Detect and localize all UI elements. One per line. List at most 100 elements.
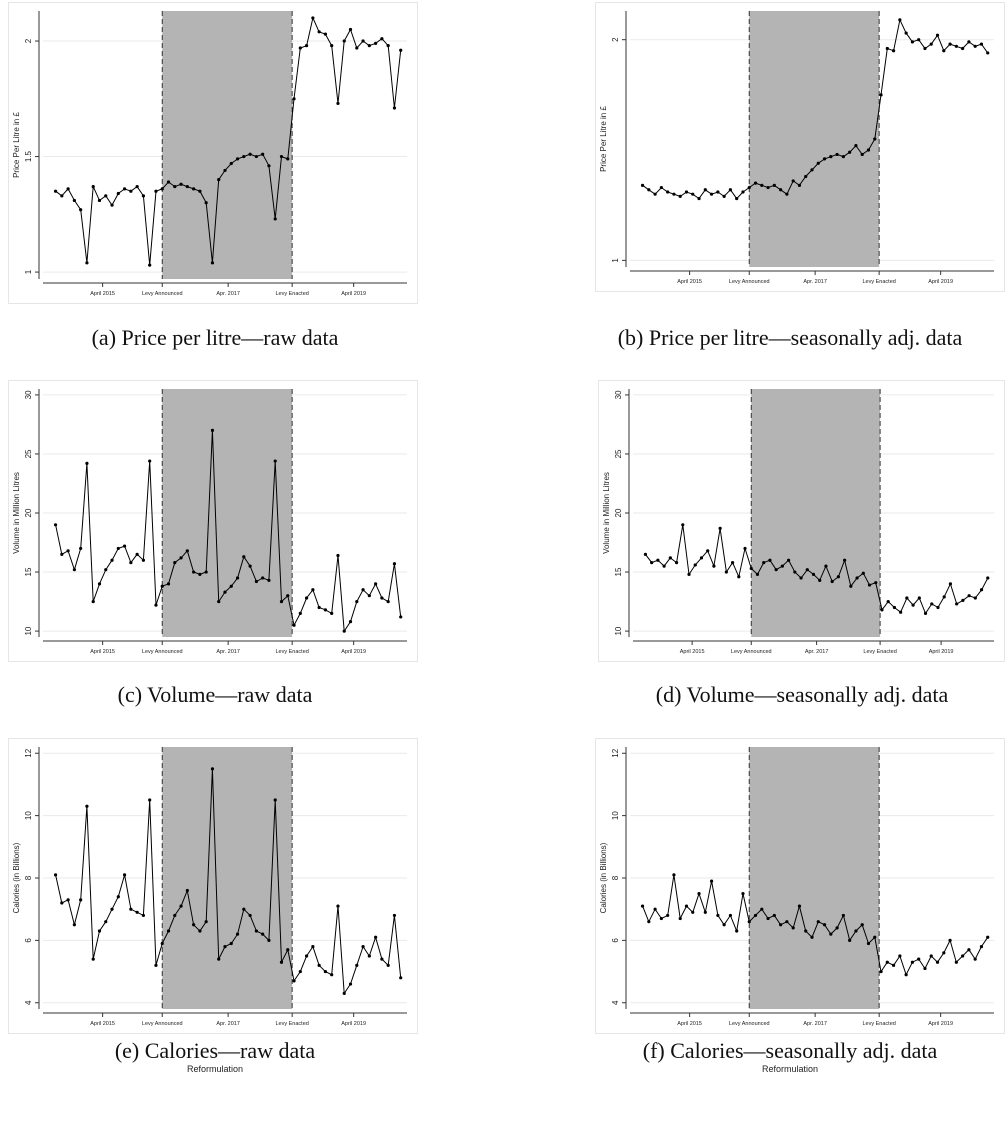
data-point [766, 916, 770, 921]
data-point [154, 189, 158, 193]
data-point [843, 558, 847, 562]
data-point [668, 556, 672, 560]
data-point [791, 179, 795, 183]
series-line [55, 430, 402, 633]
data-point [254, 154, 258, 159]
data-point [311, 945, 315, 949]
y-tick-label: 25 [24, 449, 33, 458]
data-point [703, 188, 707, 192]
data-point [392, 562, 397, 566]
data-point [979, 42, 984, 46]
data-point [904, 31, 908, 35]
data-point [886, 599, 890, 604]
data-point [810, 168, 814, 172]
data-point [967, 948, 971, 952]
x-tick-label: Levy Enacted [863, 649, 896, 655]
data-point [791, 926, 795, 930]
data-point [753, 181, 758, 185]
data-point [330, 973, 334, 977]
y-axis-label: Volume in Million Litres [12, 472, 21, 554]
data-point [185, 184, 189, 189]
data-point [722, 923, 726, 927]
data-point [374, 582, 378, 586]
data-point [986, 51, 990, 55]
data-point [923, 611, 928, 615]
y-tick-label: 15 [24, 567, 33, 576]
data-point [793, 570, 797, 574]
data-point [97, 582, 102, 586]
data-point [217, 178, 221, 182]
data-point [979, 588, 984, 592]
data-point [678, 916, 682, 921]
data-point [286, 594, 290, 598]
x-tick-label: Levy Announced [729, 1021, 770, 1027]
chart-panel: 4 6 8 10 12 April 2015 Levy Announced Apr. 2017… [595, 738, 1005, 1034]
data-point [60, 552, 64, 556]
data-point [822, 157, 827, 161]
data-point [242, 154, 246, 159]
data-point [72, 923, 76, 927]
data-point [954, 960, 958, 964]
data-point [267, 938, 271, 942]
data-point [348, 982, 353, 986]
y-tick-label: 10 [614, 626, 623, 635]
data-point [697, 891, 701, 896]
data-point [367, 954, 371, 958]
data-point [762, 561, 766, 565]
data-point [741, 190, 745, 194]
data-point [179, 556, 183, 560]
data-point [929, 42, 933, 46]
data-point [399, 976, 403, 980]
chart: 4 6 8 10 12 April 2015 Levy Announced Apr. 2017… [595, 738, 1005, 1034]
chart-panel: 4 6 8 10 12 April 2015 Levy Announced Apr. 2017… [8, 738, 418, 1034]
data-point [361, 588, 365, 592]
data-point [273, 217, 277, 221]
data-point [122, 187, 127, 191]
caption: (e) Calories—raw data [114, 1038, 316, 1063]
data-point [355, 46, 359, 50]
data-point [917, 596, 921, 600]
data-point [835, 926, 839, 930]
data-point [662, 564, 666, 568]
data-point [210, 767, 215, 771]
data-point [223, 590, 227, 594]
data-point [273, 459, 277, 463]
data-point [267, 578, 271, 582]
chart: 4 6 8 10 12 April 2015 Levy Announced Apr. 2017… [8, 738, 418, 1034]
y-tick-label: 4 [611, 1000, 620, 1005]
y-axis-label: Price Per Litre in £ [12, 112, 21, 178]
data-point [760, 183, 764, 187]
x-tick-label: Levy Enacted [862, 1021, 895, 1027]
data-point [204, 570, 208, 574]
data-point [342, 991, 346, 996]
data-point [693, 563, 697, 567]
data-point [824, 564, 828, 568]
y-tick-label: 1 [611, 258, 620, 263]
data-point [198, 189, 202, 193]
data-point [910, 960, 915, 964]
data-point [917, 957, 921, 961]
data-point [141, 194, 146, 198]
data-point [706, 549, 710, 553]
data-point [66, 898, 70, 902]
shaded-period [749, 11, 880, 267]
y-axis-label: Calories (in Billions) [12, 842, 21, 913]
data-point [361, 39, 365, 43]
data-point [861, 571, 865, 575]
y-tick-label: 2 [611, 37, 620, 42]
data-point [967, 40, 971, 44]
shaded-period [751, 389, 881, 637]
data-point [386, 599, 390, 604]
data-point [267, 164, 271, 168]
data-point [830, 579, 834, 584]
data-point [173, 184, 177, 189]
data-point [697, 196, 701, 201]
data-point [718, 526, 722, 530]
y-tick-label: 6 [24, 938, 33, 943]
data-point [979, 945, 984, 949]
data-point [948, 938, 952, 942]
data-point [286, 948, 290, 952]
data-point [342, 629, 346, 633]
y-tick-label: 8 [24, 875, 33, 880]
x-tick-label: April 2015 [90, 1021, 115, 1027]
